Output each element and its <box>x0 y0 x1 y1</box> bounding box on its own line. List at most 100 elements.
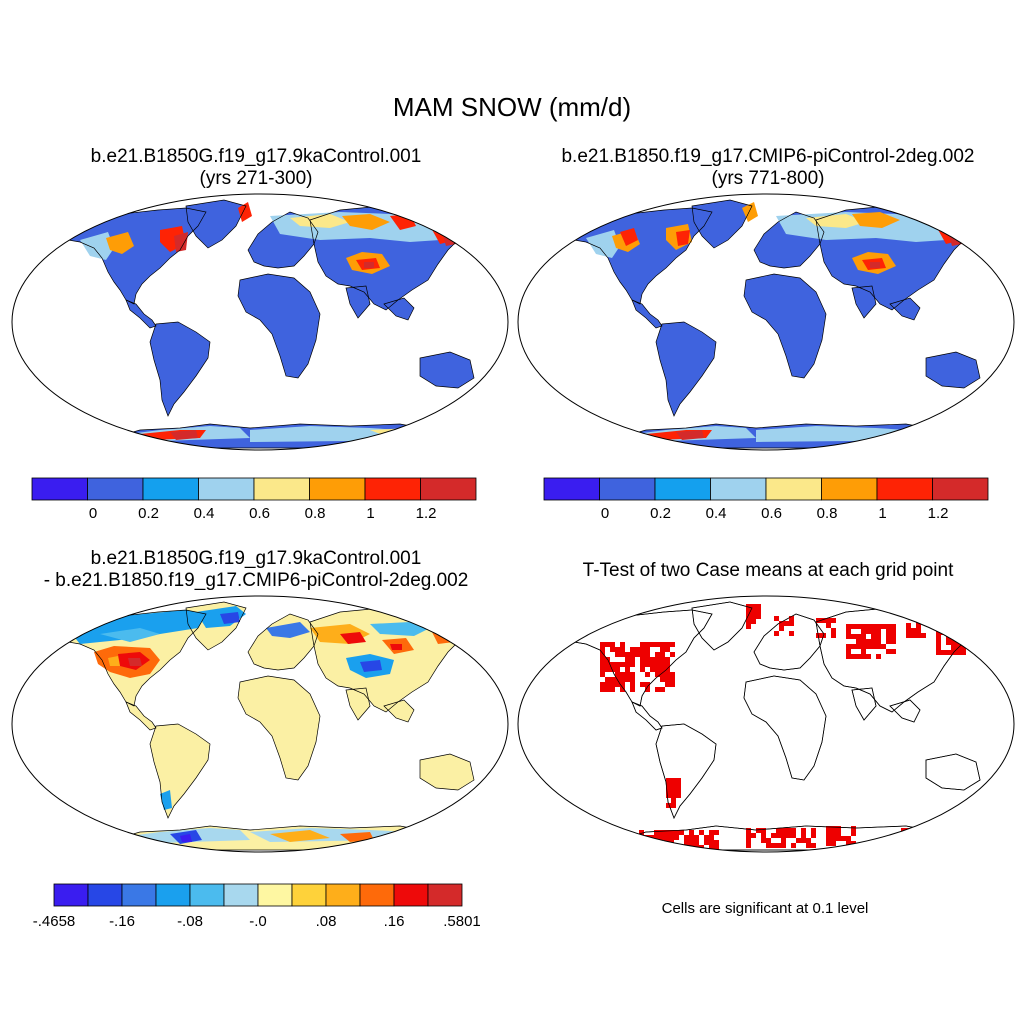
significant-cell <box>836 831 841 836</box>
significant-cell <box>756 614 761 619</box>
significant-cell <box>831 826 836 831</box>
landmass-india <box>852 286 876 318</box>
significant-cell <box>620 672 625 677</box>
significant-cell <box>670 682 675 687</box>
colorbar-case1: 0 0.2 0.4 0.6 0.8 1 1.2 <box>31 477 477 522</box>
significant-cell <box>936 645 941 650</box>
field-overlay <box>72 610 206 644</box>
significant-cell <box>746 609 751 614</box>
significant-cell <box>605 662 610 667</box>
significant-cell <box>779 621 784 626</box>
significant-cell <box>831 836 836 841</box>
coastline-africa <box>743 675 827 781</box>
significant-cell <box>630 647 635 652</box>
significant-cell <box>655 672 660 677</box>
significant-cell <box>640 682 645 687</box>
field-overlay <box>342 214 390 230</box>
significant-cell <box>891 639 896 644</box>
significant-cell <box>851 624 856 629</box>
significant-cell <box>841 836 846 841</box>
significant-cell <box>746 604 751 609</box>
significant-cell <box>861 644 866 649</box>
significant-cell <box>605 677 610 682</box>
significant-cell <box>866 639 871 644</box>
significant-cell <box>655 667 660 672</box>
coastline-india <box>345 687 371 721</box>
field-overlay <box>806 214 866 228</box>
significant-cell <box>674 830 679 835</box>
significant-cell <box>671 778 676 783</box>
significant-cell <box>776 833 781 838</box>
significant-cell <box>620 682 625 687</box>
colorbar-box <box>142 477 199 501</box>
significant-cell <box>851 644 856 649</box>
significant-cell <box>911 828 916 833</box>
significant-cell <box>846 629 851 634</box>
significant-cell <box>665 667 670 672</box>
significant-cell <box>676 778 681 783</box>
significant-cell <box>684 840 689 845</box>
field-overlay <box>250 426 440 442</box>
significant-cell <box>906 623 911 628</box>
significant-cell <box>961 650 966 655</box>
significant-cell <box>931 838 936 843</box>
significant-cell <box>961 630 966 635</box>
coastline-africa <box>237 675 321 781</box>
significant-cell <box>951 645 956 650</box>
significance-note: Cells are significant at 0.1 level <box>661 900 869 917</box>
field-overlay <box>390 644 402 650</box>
significant-cell <box>615 682 620 687</box>
significant-cell <box>961 645 966 650</box>
significant-cell <box>851 826 856 831</box>
coastline-southAmerica <box>655 723 717 819</box>
significant-cell <box>871 624 876 629</box>
map-panel-case1 <box>11 193 509 451</box>
field-overlay <box>410 834 440 842</box>
field-overlay <box>266 622 310 638</box>
significant-cell <box>846 841 851 846</box>
significant-cell <box>811 833 816 838</box>
field-overlay <box>370 622 430 636</box>
significant-cell <box>751 619 756 624</box>
significant-cell <box>836 836 841 841</box>
coastline-centralAmerica <box>631 299 663 329</box>
colorbar-box <box>710 477 767 501</box>
significant-cell <box>826 618 831 623</box>
significant-cell <box>666 778 671 783</box>
colorbar-tick-label: .5801 <box>443 913 481 930</box>
significant-cell <box>861 629 866 634</box>
coastline-seAsia <box>889 297 921 321</box>
landmass-australia <box>926 352 980 388</box>
significant-cell <box>610 667 615 672</box>
significant-cell <box>634 845 639 850</box>
significant-cell <box>704 840 709 845</box>
significant-cell <box>654 845 659 850</box>
colorbar-box <box>359 883 395 907</box>
significant-cell <box>756 609 761 614</box>
significant-cell <box>600 672 605 677</box>
significant-cell <box>961 640 966 645</box>
significant-cell <box>689 830 694 835</box>
significant-cell <box>906 838 911 843</box>
colorbar-box <box>325 883 361 907</box>
colorbar-box <box>420 477 477 501</box>
field-overlay <box>238 202 252 222</box>
significant-cell <box>615 662 620 667</box>
significant-cell <box>946 650 951 655</box>
significant-cell <box>600 652 605 657</box>
significant-cell <box>634 835 639 840</box>
field-overlay <box>852 212 900 228</box>
coastline-northAmerica <box>573 609 713 707</box>
field-overlay <box>270 830 330 842</box>
significant-cell <box>615 667 620 672</box>
significant-cell <box>766 838 771 843</box>
colorbar-box <box>427 883 463 907</box>
significant-cell <box>639 840 644 845</box>
significant-cell <box>635 652 640 657</box>
significant-cell <box>846 649 851 654</box>
colorbar-tick-label: 0 <box>89 505 97 522</box>
significant-cell <box>624 840 629 845</box>
field-overlay <box>870 262 880 268</box>
colorbar-box <box>309 477 366 501</box>
significant-cell <box>876 629 881 634</box>
